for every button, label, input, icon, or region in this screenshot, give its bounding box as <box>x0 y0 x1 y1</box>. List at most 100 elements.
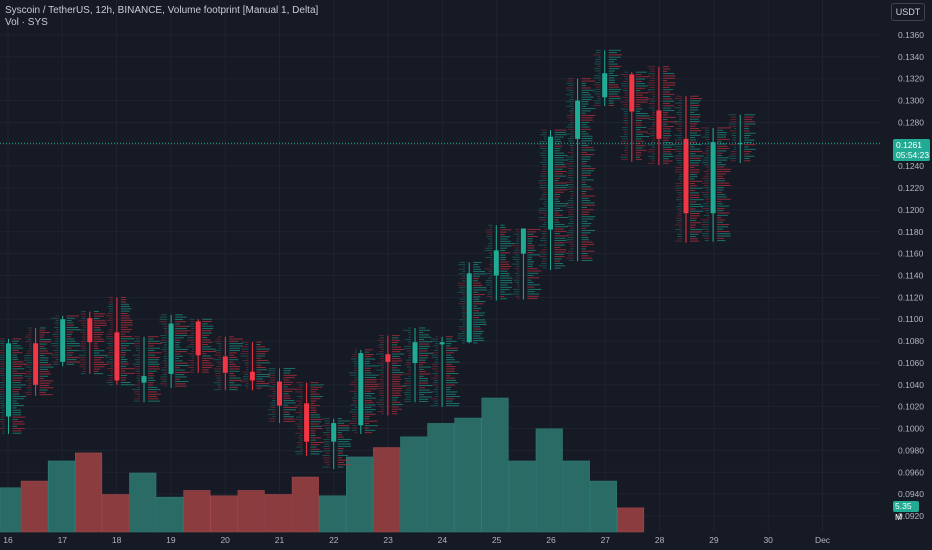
volume-bar <box>508 460 536 533</box>
candle-body <box>548 136 553 230</box>
price-tick-label: 0.1160 <box>898 249 924 259</box>
volume-bar <box>318 495 347 533</box>
time-tick-label: Dec <box>815 535 831 545</box>
volume-bar <box>291 476 319 533</box>
candle-body <box>358 353 364 426</box>
price-tick-label: 0.1000 <box>898 424 924 434</box>
candle-body <box>683 138 689 214</box>
candle-body <box>331 423 337 442</box>
price-axis[interactable]: 0.13600.13400.13200.13000.12800.12600.12… <box>898 30 924 521</box>
candle-body <box>385 354 391 362</box>
volume-bar <box>589 480 618 533</box>
time-tick-label: 27 <box>601 535 611 545</box>
candle-body <box>737 143 743 145</box>
time-tick-label: 24 <box>438 535 448 545</box>
volume-bar <box>373 447 401 533</box>
volume-bar <box>210 495 238 533</box>
time-tick-label: 26 <box>546 535 556 545</box>
chart-legend: Syscoin / TetherUS, 12h, BINANCE, Volume… <box>5 5 318 29</box>
candle-body <box>141 376 147 383</box>
price-tick-label: 0.1020 <box>898 402 924 412</box>
price-tick-label: 0.1200 <box>898 205 924 215</box>
price-tick-label: 0.1220 <box>898 183 924 193</box>
volume-bar <box>47 460 76 533</box>
time-tick-label: 20 <box>220 535 230 545</box>
volume-bar <box>183 490 211 533</box>
price-tick-label: 0.1100 <box>898 314 924 324</box>
candle-body <box>520 228 526 254</box>
volume-bar <box>535 428 563 533</box>
price-tick-label: 0.1240 <box>898 161 924 171</box>
time-tick-label: 17 <box>58 535 68 545</box>
candle-body <box>304 403 310 442</box>
time-tick-label: 18 <box>112 535 122 545</box>
price-tick-label: 0.0940 <box>898 489 924 499</box>
time-tick-label: 23 <box>383 535 393 545</box>
price-tick-label: 0.1080 <box>898 336 924 346</box>
candle-body <box>575 100 581 139</box>
footprint-ticks <box>0 49 756 468</box>
volume-bar <box>345 456 374 533</box>
time-tick-label: 16 <box>3 535 13 545</box>
price-tick-label: 0.0980 <box>898 445 924 455</box>
price-tick-label: 0.1040 <box>898 380 924 390</box>
time-axis[interactable]: 16 17 18 19 20 21 22 23 24 25 26 27 28 29 30 Dec <box>3 535 831 545</box>
time-tick-label: 21 <box>275 535 285 545</box>
volume-bar <box>400 436 428 533</box>
volume-bar <box>454 417 482 533</box>
price-tick-label: 0.1280 <box>898 117 924 127</box>
candle-body <box>493 250 499 276</box>
candle-body <box>195 321 201 356</box>
volume-bar <box>481 397 509 533</box>
candle-body <box>412 342 418 363</box>
candle-body <box>277 381 282 406</box>
price-tick-label: 0.0920 <box>898 511 924 521</box>
time-tick-label: 30 <box>763 535 773 545</box>
time-tick-label: 19 <box>166 535 176 545</box>
volume-bar <box>264 494 292 533</box>
time-tick-label: 29 <box>709 535 719 545</box>
candle-body <box>602 73 608 98</box>
volume-bar <box>427 423 455 533</box>
volume-bar <box>129 472 157 533</box>
volume-bar <box>616 507 645 533</box>
time-tick-label: 22 <box>329 535 339 545</box>
candle-body <box>629 74 635 112</box>
candle-body <box>710 142 716 214</box>
symbol-title[interactable]: Syscoin / TetherUS, 12h, BINANCE, Volume… <box>5 5 319 16</box>
candle-body <box>6 343 11 417</box>
currency-button[interactable]: USDT <box>891 3 925 21</box>
volume-bar <box>20 480 48 533</box>
price-tick-label: 0.1340 <box>898 52 924 62</box>
volume-bar <box>156 496 184 533</box>
current-price-value: 0.1261 <box>896 140 922 150</box>
bar-countdown: 05:54:23 <box>896 150 930 160</box>
volume-legend[interactable]: Vol · SYS <box>5 17 48 28</box>
candle-body <box>656 110 662 139</box>
candle-body <box>87 318 93 343</box>
candles <box>6 50 743 469</box>
candle-body <box>33 343 39 385</box>
volume-bar <box>102 494 130 533</box>
candle-body <box>466 273 472 343</box>
time-tick-label: 28 <box>655 535 665 545</box>
volume-bar <box>0 487 21 533</box>
candle-body <box>168 323 174 374</box>
volume-value-badge: 5.35 M <box>893 501 919 522</box>
price-tick-label: 0.1060 <box>898 358 924 368</box>
volume-bars <box>0 397 645 533</box>
current-price-badge: 0.1261 05:54:23 <box>893 139 930 161</box>
candle-body <box>60 319 66 362</box>
price-tick-label: 0.1180 <box>898 227 924 237</box>
volume-bar <box>237 490 265 533</box>
candle-body <box>222 356 228 373</box>
volume-bar <box>75 452 103 533</box>
price-tick-label: 0.1360 <box>898 30 924 40</box>
volume-bar <box>562 460 590 533</box>
candle-body <box>439 342 445 345</box>
grid-lines <box>0 0 880 532</box>
time-tick-label: 25 <box>492 535 502 545</box>
price-tick-label: 0.1120 <box>898 292 924 302</box>
price-tick-label: 0.1140 <box>898 271 924 281</box>
